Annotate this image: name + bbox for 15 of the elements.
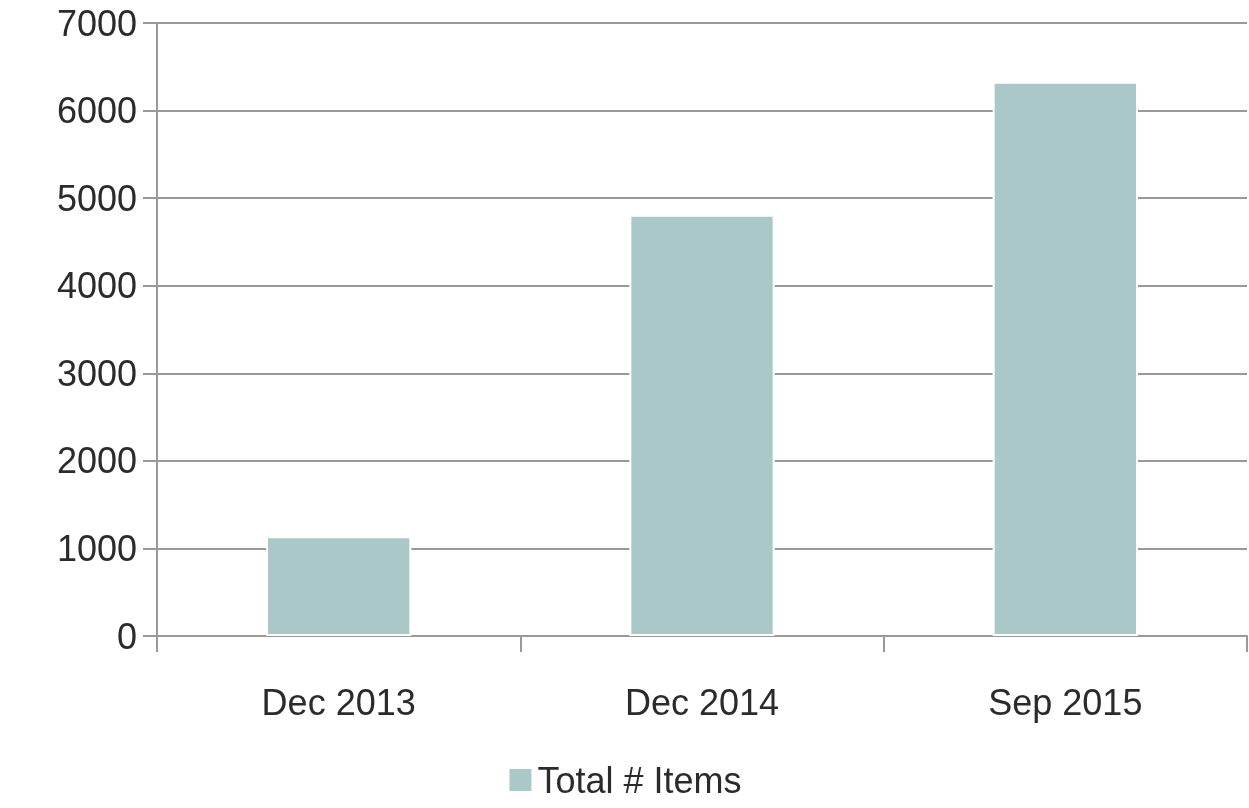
y-tick-label: 0 xyxy=(116,615,137,657)
y-tick-label: 2000 xyxy=(56,440,137,482)
bar xyxy=(266,536,412,636)
y-tick-label: 6000 xyxy=(56,90,137,132)
y-tick-label: 4000 xyxy=(56,265,137,307)
y-tick-label: 5000 xyxy=(56,177,137,219)
x-tick-label: Dec 2014 xyxy=(624,681,780,723)
bar xyxy=(992,81,1138,636)
x-tick-label: Sep 2015 xyxy=(988,681,1143,723)
x-tick-label: Dec 2013 xyxy=(261,681,416,723)
y-tick-label: 3000 xyxy=(56,352,137,394)
y-tick-label: 7000 xyxy=(56,2,137,44)
bar xyxy=(629,214,775,636)
legend-label: Total # Items xyxy=(537,759,742,801)
y-tick-label: 1000 xyxy=(56,527,137,569)
